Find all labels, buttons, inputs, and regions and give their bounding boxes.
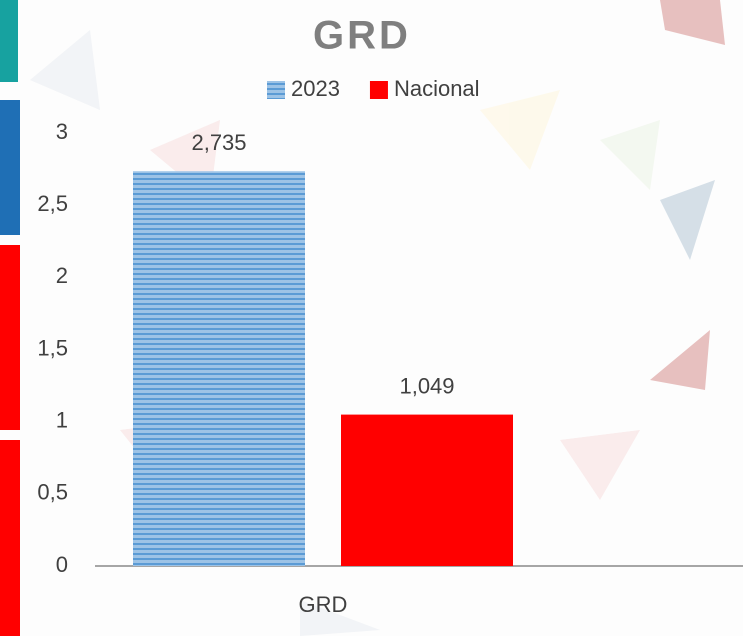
chart-title: GRD — [313, 14, 411, 58]
legend-label: Nacional — [394, 76, 480, 101]
y-tick-label: 2 — [56, 263, 68, 288]
legend-swatch — [369, 81, 388, 99]
side-strip — [0, 245, 20, 430]
side-strip — [0, 440, 20, 636]
y-tick-label: 0,5 — [37, 480, 68, 505]
legend-swatch — [267, 81, 285, 99]
data-label: 1,049 — [399, 373, 454, 398]
y-tick-label: 1 — [56, 407, 68, 432]
y-tick-label: 3 — [56, 119, 68, 144]
bar — [341, 414, 513, 566]
data-label: 2,735 — [191, 130, 246, 155]
bar — [133, 171, 305, 566]
side-strip — [0, 100, 20, 235]
y-tick-label: 0 — [56, 552, 68, 577]
x-tick-label: GRD — [299, 592, 348, 617]
y-tick-label: 2,5 — [37, 191, 68, 216]
y-tick-label: 1,5 — [37, 335, 68, 360]
side-strip — [0, 0, 18, 82]
legend-label: 2023 — [291, 76, 340, 101]
